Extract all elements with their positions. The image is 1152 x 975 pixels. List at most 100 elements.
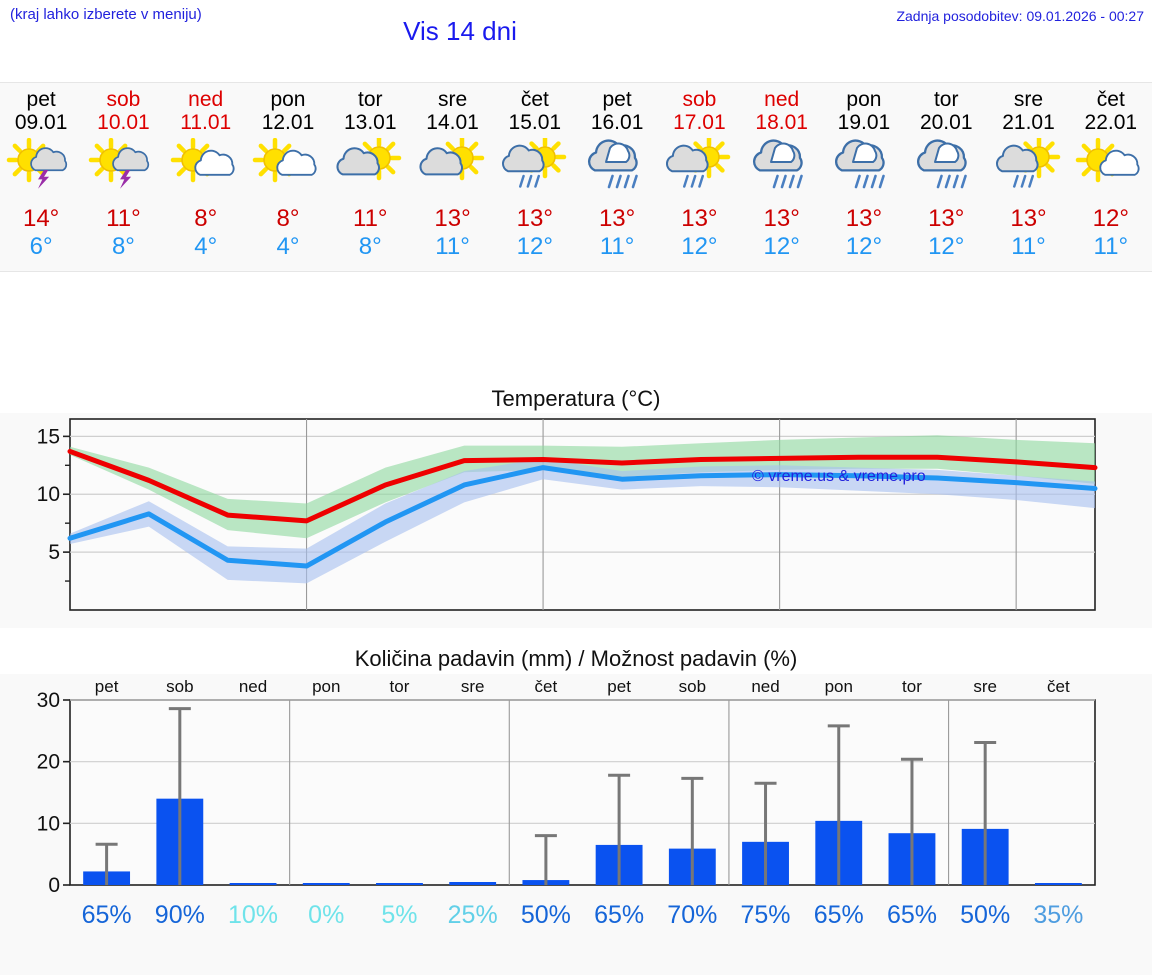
day-date: 21.01	[1002, 111, 1055, 134]
day-max-temp: 13°	[1010, 205, 1047, 232]
svg-text:10%: 10%	[228, 901, 278, 929]
day-max-temp: 13°	[845, 205, 883, 232]
svg-text:35%: 35%	[1033, 901, 1083, 929]
svg-text:tor: tor	[390, 677, 410, 696]
day-max-temp: 11°	[353, 205, 388, 232]
svg-text:pon: pon	[825, 677, 853, 696]
forecast-day-column[interactable]: ned 18.01 13° 12°	[741, 83, 823, 271]
precipitation-chart-title: Količina padavin (mm) / Možnost padavin …	[354, 646, 798, 671]
svg-text:10: 10	[37, 483, 60, 506]
day-max-temp: 14°	[22, 205, 60, 232]
day-max-temp: 8°	[194, 205, 218, 232]
svg-text:65%: 65%	[82, 901, 132, 929]
cloud-rain-icon	[580, 135, 654, 199]
day-name: sre	[1013, 88, 1044, 111]
day-min-temp: 12°	[928, 233, 965, 260]
sun-cloud-icon	[251, 135, 325, 199]
svg-text:50%: 50%	[960, 901, 1010, 929]
day-date: 20.01	[919, 111, 973, 134]
day-min-temp: 4°	[194, 233, 218, 260]
forecast-day-strip: pet 09.01 14° 6° sob 10.01 11° 8° ned 11.01 8° 4…	[0, 82, 1152, 272]
page-title: Vis 14 dni	[403, 16, 517, 46]
svg-text:5: 5	[48, 541, 60, 564]
day-max-temp: 11°	[106, 205, 141, 232]
day-name: pon	[846, 88, 882, 111]
forecast-day-column[interactable]: tor 13.01 11° 8°	[329, 83, 411, 271]
svg-text:sob: sob	[679, 677, 706, 696]
day-min-temp: 8°	[358, 233, 382, 260]
day-date: 12.01	[261, 111, 315, 134]
svg-text:čet: čet	[535, 677, 558, 696]
svg-text:90%: 90%	[155, 901, 205, 929]
temperature-chart: 5 10 15	[0, 413, 1152, 628]
cloud-rain-icon	[745, 135, 819, 199]
day-max-temp: 12°	[1092, 205, 1129, 232]
svg-text:sre: sre	[461, 677, 485, 696]
day-name: sob	[106, 88, 141, 111]
last-update-text: Zadnja posodobitev: 09.01.2026 - 00:27	[896, 8, 1144, 24]
sun-cloud-thunder-icon	[4, 135, 78, 199]
cloud-rain-icon	[909, 135, 983, 199]
day-min-temp: 11°	[435, 233, 470, 260]
cloud-sun-rain-icon	[992, 135, 1066, 199]
sun-cloud-icon	[169, 135, 243, 199]
day-name: ned	[764, 88, 800, 111]
forecast-day-column[interactable]: sob 10.01 11° 8°	[82, 83, 164, 271]
day-min-temp: 4°	[276, 233, 300, 260]
day-date: 18.01	[755, 111, 808, 134]
cloud-sun-icon	[416, 135, 490, 199]
day-min-temp: 12°	[681, 233, 718, 260]
day-min-temp: 12°	[845, 233, 883, 260]
forecast-day-column[interactable]: sre 21.01 13° 11°	[987, 83, 1069, 271]
svg-text:65%: 65%	[594, 901, 644, 929]
forecast-day-column[interactable]: sob 17.01 13° 12°	[658, 83, 740, 271]
day-min-temp: 11°	[599, 233, 635, 260]
svg-text:tor: tor	[902, 677, 922, 696]
svg-text:15: 15	[37, 425, 60, 448]
forecast-day-column[interactable]: čet 15.01 13° 12°	[494, 83, 576, 271]
cloud-sun-rain-icon	[662, 135, 736, 199]
svg-text:10: 10	[37, 812, 60, 835]
day-max-temp: 13°	[763, 205, 800, 232]
forecast-day-column[interactable]: pon 19.01 13° 12°	[823, 83, 905, 271]
menu-hint-text: (kraj lahko izberete v meniju)	[10, 6, 202, 23]
day-date: 15.01	[508, 111, 562, 134]
forecast-day-column[interactable]: ned 11.01 8° 4°	[165, 83, 247, 271]
svg-text:65%: 65%	[814, 901, 864, 929]
svg-text:sre: sre	[973, 677, 997, 696]
sun-cloud-icon	[1074, 135, 1148, 199]
forecast-day-column[interactable]: pet 16.01 13° 11°	[576, 83, 658, 271]
svg-text:ned: ned	[751, 677, 779, 696]
svg-text:30: 30	[37, 689, 60, 712]
day-max-temp: 13°	[928, 205, 965, 232]
day-name: tor	[933, 88, 959, 111]
svg-text:čet: čet	[1047, 677, 1070, 696]
forecast-day-column[interactable]: sre 14.01 13° 11°	[411, 83, 493, 271]
forecast-day-column[interactable]: pet 09.01 14° 6°	[0, 83, 82, 271]
day-max-temp: 13°	[516, 205, 553, 232]
day-max-temp: 13°	[598, 205, 636, 232]
svg-text:pon: pon	[312, 677, 340, 696]
day-max-temp: 13°	[681, 205, 718, 232]
svg-text:ned: ned	[239, 677, 267, 696]
day-date: 16.01	[590, 111, 644, 134]
cloud-sun-icon	[333, 135, 407, 199]
svg-text:50%: 50%	[521, 901, 571, 929]
day-date: 19.01	[837, 111, 891, 134]
day-name: ned	[188, 88, 224, 111]
forecast-day-column[interactable]: čet 22.01 12° 11°	[1070, 83, 1152, 271]
forecast-day-column[interactable]: tor 20.01 13° 12°	[905, 83, 987, 271]
svg-text:5%: 5%	[381, 901, 417, 929]
svg-text:sob: sob	[166, 677, 193, 696]
svg-text:20: 20	[37, 751, 60, 774]
day-name: pon	[270, 88, 306, 111]
forecast-day-column[interactable]: pon 12.01 8° 4°	[247, 83, 329, 271]
cloud-rain-icon	[827, 135, 901, 199]
day-min-temp: 6°	[29, 233, 53, 260]
day-name: sre	[437, 88, 468, 111]
day-date: 14.01	[426, 111, 479, 134]
day-min-temp: 8°	[111, 233, 135, 260]
day-min-temp: 12°	[516, 233, 553, 260]
day-name: tor	[358, 88, 383, 111]
svg-text:75%: 75%	[741, 901, 791, 929]
